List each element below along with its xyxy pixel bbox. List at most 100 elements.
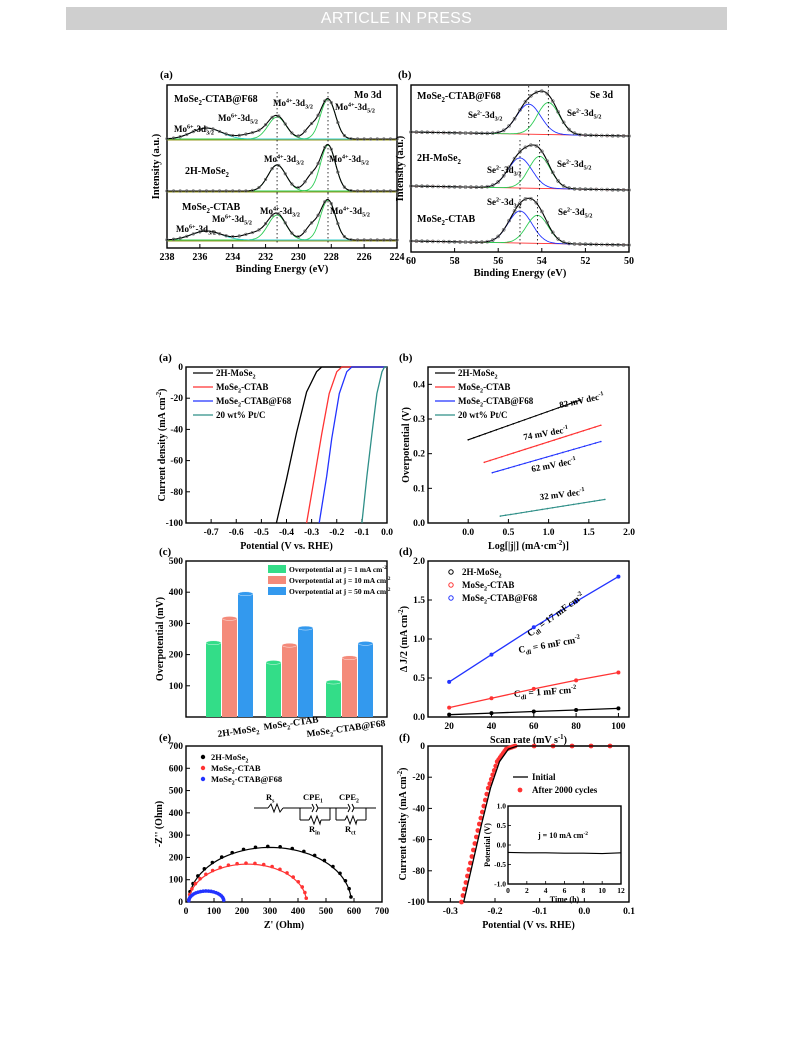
fig1a-data-point [198, 127, 202, 131]
fig1b-data-point [512, 156, 517, 161]
fig2e-frame [185, 745, 383, 903]
fig2b-data-point [567, 504, 570, 507]
fig2e-legend-entry: 2H-MoSe2 [211, 752, 248, 765]
fig2b-data-point [551, 409, 554, 411]
fig2f-panel-label: (f) [399, 732, 410, 744]
fig1a-data-point [171, 136, 176, 140]
fig1a-data-point [336, 221, 340, 226]
fig2a-ytick-label: -20 [170, 394, 183, 404]
fig1a-ylabel: Intensity (a.u.) [151, 133, 162, 199]
fig1a-peak-annotation: Mo4+-3d3/2 [264, 154, 304, 167]
fig2d-cdl-label: Cdl = 1 mF cm-2 [513, 684, 577, 702]
fig1a-data-point [224, 234, 228, 238]
fig1a-data-point [165, 238, 169, 242]
fig2f-data-point [471, 847, 476, 853]
fig1b-panel-label: (b) [398, 69, 412, 81]
fig2a-xtick-label: -0.7 [204, 528, 219, 538]
fig2b-data-point [500, 455, 503, 458]
fig1a-data-point [303, 180, 307, 184]
fig1b-data-point [507, 165, 511, 170]
fig1b-data-point [550, 170, 555, 175]
fig2f-inset-annotation: j = 10 mA cm-2 [537, 831, 588, 840]
fig1b-data-point [578, 132, 582, 137]
fig1a-data-point [290, 131, 294, 135]
fig1a-panel-label: (a) [160, 69, 173, 81]
fig1a-data-point [250, 188, 255, 192]
fig1b-data-point [616, 134, 620, 138]
fig2e-data-point [204, 872, 208, 877]
fig2e-xtick-label: 500 [319, 907, 334, 917]
fig1b-data-point [469, 185, 473, 189]
fig1b-data-point [414, 184, 419, 188]
fig1a-data-point [217, 189, 222, 193]
fig1b-data-point [621, 134, 626, 138]
fig2a-ytick-label: -80 [170, 488, 183, 498]
fig2b-data-point [556, 453, 559, 455]
fig2b-data-point [515, 512, 517, 515]
fig2d-legend-marker [448, 569, 454, 575]
fig2f-xtick-label: 0.0 [578, 907, 590, 917]
fig2b-data-point [513, 465, 515, 468]
fig2b-ytick-label: 0.4 [413, 380, 425, 390]
fig2f-legend-entry: Initial [532, 772, 556, 782]
fig1b-data-point [441, 239, 446, 244]
fig2a-legend-entry: MoSe2-CTAB@F68 [216, 396, 292, 409]
circuit-label-cpe1: CPE1 [303, 792, 323, 805]
fig1b-data-point [594, 187, 599, 192]
fig2d-ytick-label: 1.0 [413, 635, 425, 645]
fig2c-bar-top [297, 625, 314, 631]
fig2c-ytick-label: 300 [169, 619, 184, 629]
fig2a-ytick-label: 0 [178, 363, 183, 373]
fig1a-data-point [290, 231, 294, 235]
fig2c-ytick-label: 500 [169, 557, 184, 567]
article-in-press-banner: ARTICLE IN PRESS [66, 7, 727, 30]
fig1b-data-point [436, 239, 441, 244]
fig2d-panel-label: (d) [399, 546, 413, 558]
fig2b-data-point [594, 426, 596, 428]
fig2b-data-point [576, 431, 579, 434]
fig1b-data-point [507, 218, 511, 223]
fig1b-data-point [490, 131, 495, 135]
fig1a-data-point [257, 185, 261, 190]
fig1b-data-point [496, 130, 501, 135]
fig1b-data-point [425, 130, 430, 135]
fig1a-data-point [178, 236, 182, 240]
fig2e-data-point [226, 863, 231, 867]
fig1a-data-point [362, 137, 366, 141]
fig1b-data-point [430, 184, 435, 189]
fig1b-data-point [469, 240, 473, 244]
fig2b-data-point [551, 506, 554, 509]
fig1b-data-point [556, 237, 560, 241]
fig2c-bar [358, 643, 373, 717]
fig2e-data-point [303, 890, 307, 895]
fig1b-data-point [523, 197, 528, 201]
fig1b-data-point [561, 184, 566, 188]
fig1b-data-point [458, 131, 462, 135]
fig2a-series-line [305, 366, 387, 524]
fig2e-data-point [278, 867, 282, 872]
fig1b-data-point [605, 133, 610, 138]
fig2f-data-point [476, 821, 482, 827]
fig2e-ytick-label: 300 [169, 831, 184, 841]
fig2f-ytick-label: -40 [412, 804, 425, 814]
fig2b-data-point [467, 439, 470, 441]
fig1a-data-point [257, 228, 261, 232]
circuit-resistor [344, 814, 358, 826]
fig2f-data-point [466, 867, 472, 872]
fig2b-data-point [570, 433, 573, 436]
fig2f-xtick-label: 0.1 [623, 907, 635, 917]
fig2b-data-point [551, 454, 553, 457]
fig1b-data-point [583, 187, 588, 191]
fig2f-data-point [478, 815, 484, 821]
fig1a-data-point [342, 185, 347, 189]
fig2f-ytick-label: -20 [412, 773, 425, 783]
fig1b-data-point [507, 124, 511, 128]
fig1b-peak-annotation: Se2--3d3/2 [468, 110, 502, 123]
fig1a-data-point [204, 189, 209, 193]
fig2b-data-point [491, 471, 494, 474]
fig2c-legend-swatch [268, 565, 286, 573]
fig2a-series-line [318, 366, 387, 524]
fig2f-data-point [482, 797, 488, 803]
fig1b-data-point [452, 184, 457, 189]
fig2b-data-point [563, 405, 565, 407]
